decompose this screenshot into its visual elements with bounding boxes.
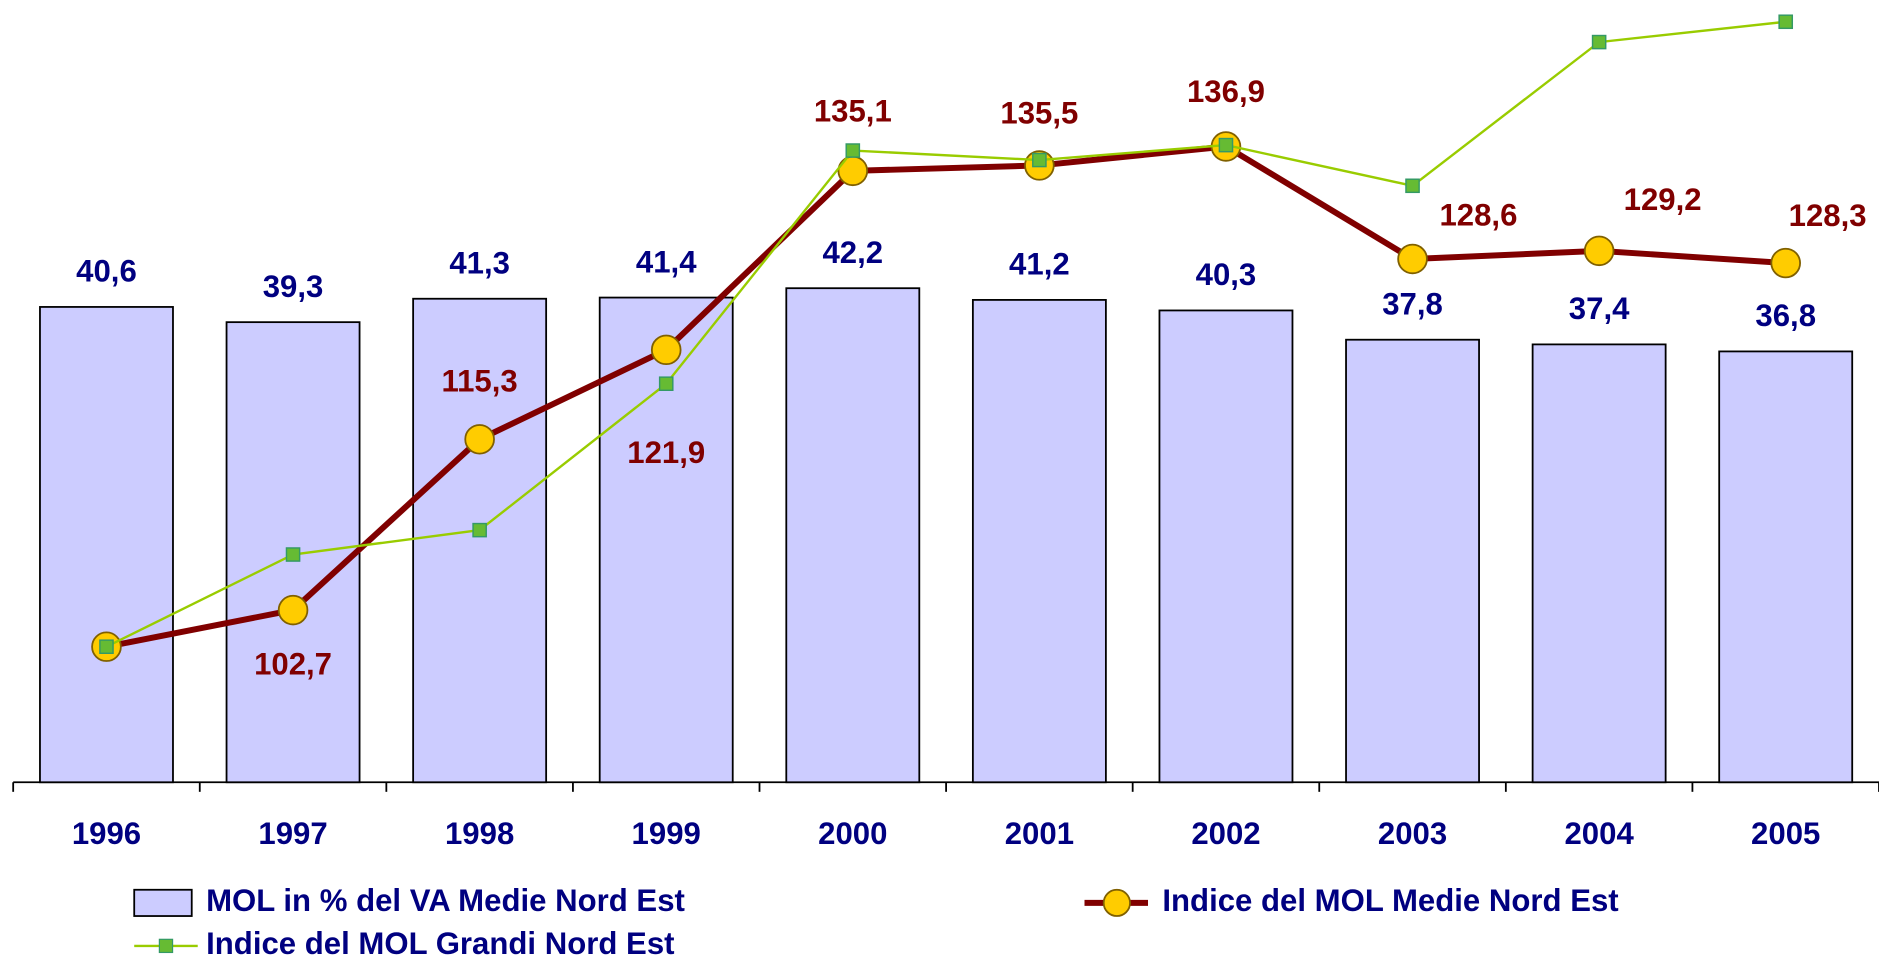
- line: [105, 143, 1786, 650]
- marker: [1778, 14, 1794, 30]
- x-tick-label: 1998: [445, 816, 514, 851]
- marker: [464, 424, 495, 455]
- bar: [1345, 338, 1480, 784]
- x-tick-label: 2005: [1751, 816, 1820, 851]
- line-label: 136,9: [1187, 74, 1265, 109]
- marker: [845, 143, 861, 158]
- bar: [412, 297, 548, 784]
- marker: [1583, 235, 1615, 267]
- line: [105, 20, 1786, 648]
- x-tick-label: 2003: [1378, 816, 1447, 851]
- marker: [1405, 178, 1420, 194]
- marker: [650, 334, 682, 366]
- legend-swatch: [133, 888, 193, 917]
- marker: [277, 594, 309, 626]
- bar-label: 41,2: [1009, 247, 1070, 282]
- bar-label: 36,8: [1755, 298, 1816, 333]
- line-label: 128,3: [1789, 198, 1867, 233]
- marker: [1397, 243, 1428, 275]
- line-label: 135,5: [1000, 96, 1078, 131]
- marker: [658, 376, 674, 391]
- bar-label: 37,4: [1569, 291, 1630, 326]
- marker: [472, 522, 487, 538]
- marker: [837, 155, 869, 187]
- bar-label: 39,3: [263, 269, 324, 304]
- x-tick-label: 1996: [72, 816, 141, 851]
- line-label: 129,2: [1624, 182, 1702, 217]
- marker: [1218, 137, 1234, 153]
- bar-label: 40,3: [1196, 257, 1257, 292]
- bar-label: 41,3: [449, 246, 510, 281]
- bar: [971, 299, 1107, 784]
- x-tick-label: 2002: [1191, 816, 1260, 851]
- line-label: 121,9: [627, 435, 705, 470]
- line-label: 102,7: [254, 646, 332, 681]
- marker: [1591, 34, 1607, 50]
- marker: [1770, 247, 1801, 279]
- bar-label: 40,6: [76, 254, 137, 289]
- line-label: 135,1: [814, 94, 892, 129]
- bar: [1531, 343, 1667, 784]
- bar: [39, 306, 174, 784]
- legend-marker: [1102, 888, 1131, 917]
- bar: [785, 287, 921, 784]
- marker: [99, 639, 114, 654]
- marker: [1032, 152, 1047, 168]
- x-tick-label: 2001: [1005, 816, 1074, 851]
- line-label: 128,6: [1439, 197, 1517, 232]
- x-tick-label: 2004: [1564, 816, 1634, 851]
- bar-label: 37,8: [1382, 287, 1443, 322]
- x-tick-label: 1997: [258, 816, 327, 851]
- marker: [285, 547, 301, 562]
- bar: [1158, 309, 1294, 784]
- legend-label: Indice del MOL Medie Nord Est: [1162, 883, 1618, 918]
- line-label: 115,3: [442, 363, 518, 398]
- bar-label: 41,4: [636, 244, 697, 279]
- x-tick-label: 1999: [632, 816, 701, 851]
- x-tick-label: 2000: [818, 816, 887, 851]
- legend-label: Indice del MOL Grandi Nord Est: [206, 926, 674, 961]
- legend-marker: [158, 938, 174, 954]
- bar-label: 42,2: [822, 235, 883, 270]
- legend-label: MOL in % del VA Medie Nord Est: [206, 883, 685, 918]
- bar: [1718, 350, 1854, 784]
